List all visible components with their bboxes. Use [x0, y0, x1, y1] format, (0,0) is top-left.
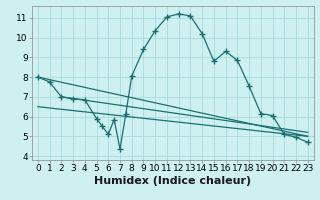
X-axis label: Humidex (Indice chaleur): Humidex (Indice chaleur): [94, 176, 252, 186]
